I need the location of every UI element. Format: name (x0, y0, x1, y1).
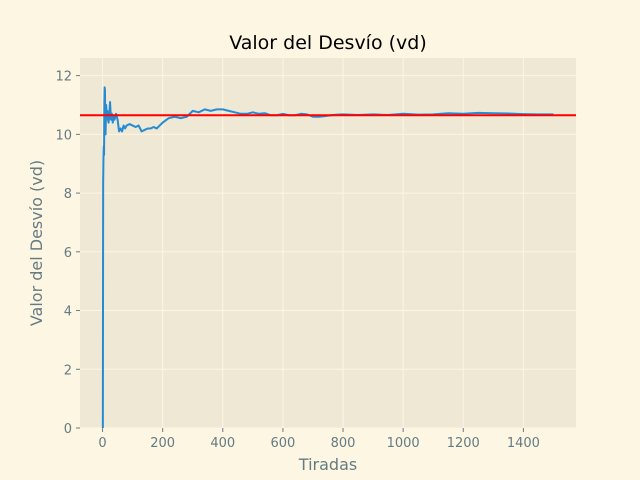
x-tick-label: 800 (331, 436, 356, 451)
x-tick-label: 0 (98, 436, 106, 451)
y-tick-label: 4 (64, 305, 72, 320)
ticks: 0 200 400 600 800 1000 1200 1400 0 2 4 6 8 10 12 (55, 70, 539, 451)
x-tick-label: 200 (150, 436, 175, 451)
x-tick-label: 1400 (507, 436, 540, 451)
chart-title: Valor del Desvío (vd) (229, 32, 427, 54)
y-tick-label: 12 (55, 70, 72, 85)
y-tick-label: 6 (64, 246, 72, 261)
y-axis-label: Valor del Desvío (vd) (27, 160, 46, 326)
y-tick-label: 2 (64, 363, 72, 378)
x-tick-label: 400 (210, 436, 235, 451)
x-tick-label: 1200 (447, 436, 480, 451)
y-tick-label: 8 (64, 187, 72, 202)
y-tick-label: 0 (64, 422, 72, 437)
y-tick-label: 10 (55, 128, 72, 143)
grid (80, 58, 576, 429)
x-tick-label: 1000 (387, 436, 420, 451)
series-layer (80, 86, 576, 429)
x-tick-label: 600 (270, 436, 295, 451)
x-axis-label: Tiradas (298, 455, 357, 474)
